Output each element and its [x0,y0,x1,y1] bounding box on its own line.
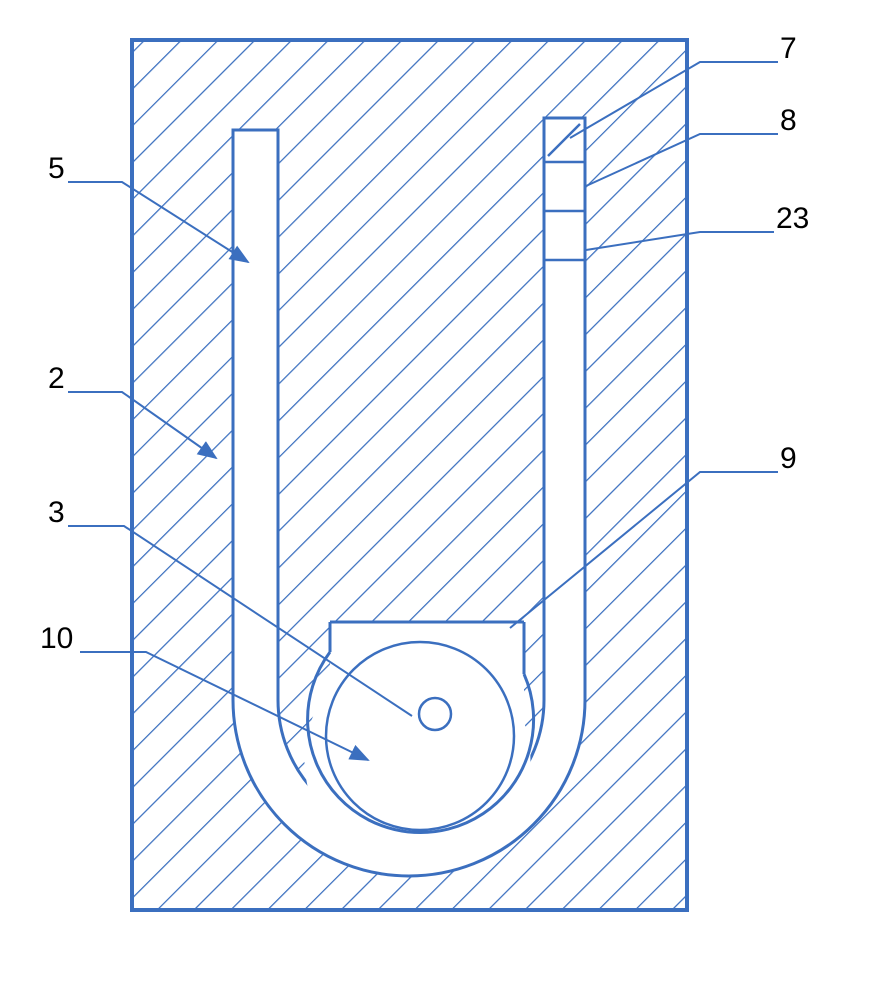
label-10: 10 [40,622,73,656]
diagram-canvas: 5 2 3 10 7 8 23 9 [0,0,870,1000]
small-circle [419,698,451,730]
label-7: 7 [780,32,797,66]
label-9: 9 [780,442,797,476]
label-8: 8 [780,104,797,138]
diagram-svg [0,0,870,1000]
label-3: 3 [48,496,65,530]
label-23: 23 [776,202,809,236]
label-2: 2 [48,362,65,396]
label-5: 5 [48,152,65,186]
inner-circle [326,642,514,830]
